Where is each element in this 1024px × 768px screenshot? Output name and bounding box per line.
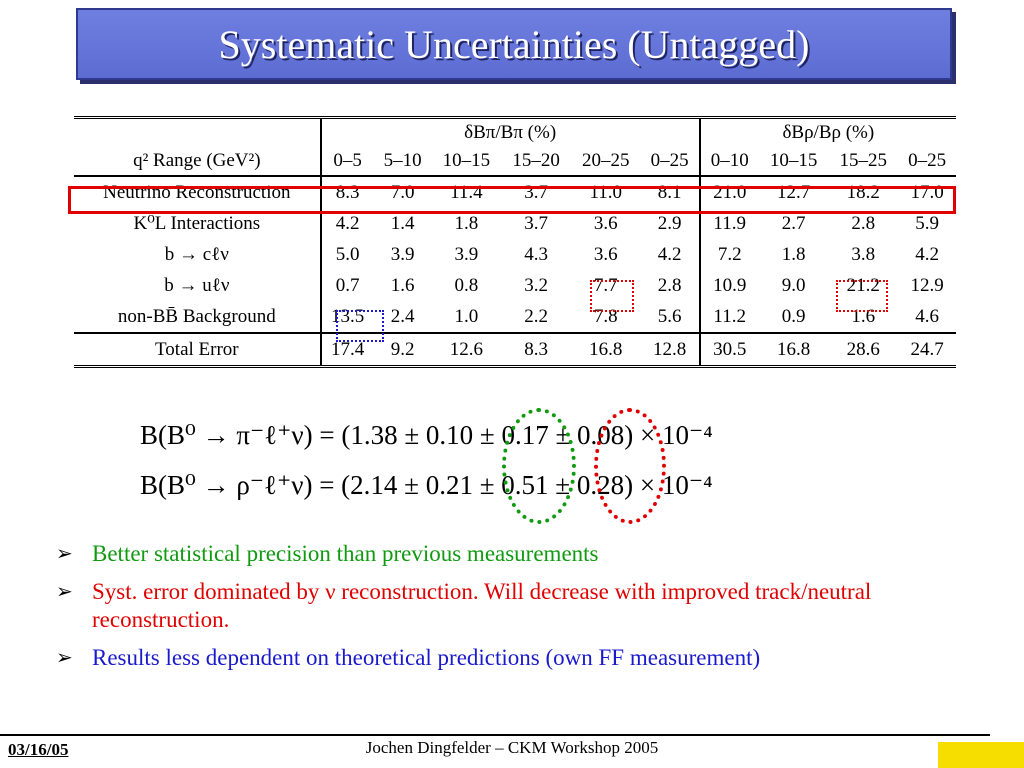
table-cell: 0.9 [781,305,806,327]
table-cell: 4.2 [915,243,939,265]
table-cell: 1.8 [781,243,806,265]
table-cell: 1.8 [454,212,479,234]
bullet-item: ➢ Better statistical precision than prev… [56,540,976,568]
range-header: 10–15 [769,150,818,171]
footer-author: Jochen Dingfelder – CKM Workshop 2005 [365,738,659,757]
range-header: 0–10 [698,147,759,176]
table-row: K⁰L Interactions 4.2 1.4 1.8 3.7 3.6 2.9 11.9 2.… [74,208,956,239]
table-cell: 5.9 [915,212,939,234]
stat-error-ellipse [502,408,576,524]
bullet-list: ➢ Better statistical precision than prev… [56,540,976,682]
table-cell: 7.7 [593,274,618,296]
table-cell: 8.1 [640,175,700,208]
footer-date: 03/16/05 [8,740,69,759]
systematics-table: δBπ/Bπ (%) δBρ/Bρ (%) q² Range (GeV²) 0–… [74,116,956,368]
footer-divider [0,734,990,736]
table-cell: 3.8 [851,243,876,265]
table-row: Neutrino Reconstruction 8.3 7.0 11.4 3.7 11.0… [74,175,956,208]
range-header: 15–20 [512,150,560,171]
table-cell: 8.3 [501,332,571,367]
title-banner: Systematic Uncertainties (Untagged) [76,8,952,80]
table-cell: 11.4 [431,175,502,208]
row-label: b → cℓν [164,243,229,265]
table-cell: 12.6 [431,332,502,367]
row-label: non-BB̄ Background [117,305,276,327]
table-cell: 9.2 [373,332,432,367]
table-cell: 1.0 [454,305,479,327]
bullet-item: ➢ Syst. error dominated by ν reconstruct… [56,578,976,634]
arrow-icon: ➢ [56,543,73,565]
table-cell: 3.9 [390,243,415,265]
total-row: Total Error 17.4 9.2 12.6 8.3 16.8 12.8 30.5 16.… [74,332,956,367]
bullet-text: Syst. error dominated by ν reconstructio… [92,579,872,632]
group-header-pi: δBπ/Bπ (%) [319,117,700,147]
table-cell: 3.7 [524,212,548,234]
table-cell: 4.3 [524,243,548,265]
neutrino-row-highlight [68,186,956,214]
row-label: Total Error [74,332,321,367]
footer-color-block [938,742,1024,768]
table-cell: 4.2 [657,243,682,265]
table-cell: 11.2 [698,301,759,333]
range-header: 20–25 [582,150,630,171]
arrow-icon: ➢ [56,647,73,669]
bullet-text: Results less dependent on theoretical pr… [92,645,761,670]
range-header: 15–25 [839,150,888,171]
table-row: b → cℓν 5.0 3.9 3.9 4.3 3.6 4.2 7.2 1.8 3.8 4.2 [74,239,956,270]
table-cell: 2.8 [851,212,876,234]
table-row: non-BB̄ Background 13.5 2.4 1.0 2.2 7.8 5.6 11.… [74,301,956,333]
table-cell: 0.8 [454,274,479,296]
table-cell: 12.8 [640,332,700,367]
table-cell: 24.7 [898,332,956,367]
table-cell: 3.9 [454,243,479,265]
range-header: 0–5 [319,147,374,176]
row-label: b → uℓν [164,274,230,296]
table-cell: 1.6 [390,274,415,296]
table-cell: 2.8 [657,274,682,296]
table-cell: 28.6 [828,332,899,367]
table-cell: 7.0 [373,175,432,208]
table-cell: 21.2 [846,274,880,296]
table-cell: 2.4 [390,305,415,327]
table-cell: 3.6 [593,243,618,265]
range-header: 0–25 [908,150,947,171]
table-cell: 10.9 [698,270,759,301]
group-header-rho: δBρ/Bρ (%) [698,117,956,147]
table-cell: 0.7 [319,270,374,301]
range-header-row: q² Range (GeV²) 0–5 5–10 10–15 15–20 20–25 0–… [74,147,956,176]
syst-error-ellipse [594,408,666,524]
table-cell: 7.2 [698,239,759,270]
dotted-box-red-pi [590,280,634,312]
table-cell: 5.0 [319,239,374,270]
range-header: 5–10 [383,150,422,171]
table-cell: 3.6 [593,212,618,234]
table-cell: 4.6 [915,305,939,327]
range-header: 0–25 [650,150,689,171]
bullet-item: ➢ Results less dependent on theoretical … [56,644,976,672]
q2-range-label: q² Range (GeV²) [133,150,261,171]
dotted-box-red-rho [836,280,888,312]
range-header: 10–15 [442,150,491,171]
table-cell: 16.8 [758,332,829,367]
table-cell: 3.2 [524,274,548,296]
table-cell: 8.3 [319,175,374,208]
row-label: K⁰L Interactions [133,213,261,234]
table-cell: 5.6 [657,305,682,327]
table-cell: 9.0 [781,274,806,296]
page-title: Systematic Uncertainties (Untagged) [218,21,810,67]
table-cell: 16.8 [570,332,641,367]
table-cell: 2.2 [524,305,548,327]
table-cell: 12.9 [910,274,944,296]
table-corner [74,118,321,148]
bullet-text: Better statistical precision than previo… [92,541,599,566]
table-cell: 2.9 [657,212,682,234]
dotted-box-blue [336,310,384,342]
table-cell: 30.5 [698,332,759,367]
table-cell: 1.4 [390,212,415,234]
table-cell: 2.7 [781,212,806,234]
arrow-icon: ➢ [56,581,73,603]
table-row: b → uℓν 0.7 1.6 0.8 3.2 7.7 2.8 10.9 9.0 21.2 12.9 [74,270,956,301]
table-cell: 17.4 [319,332,374,367]
